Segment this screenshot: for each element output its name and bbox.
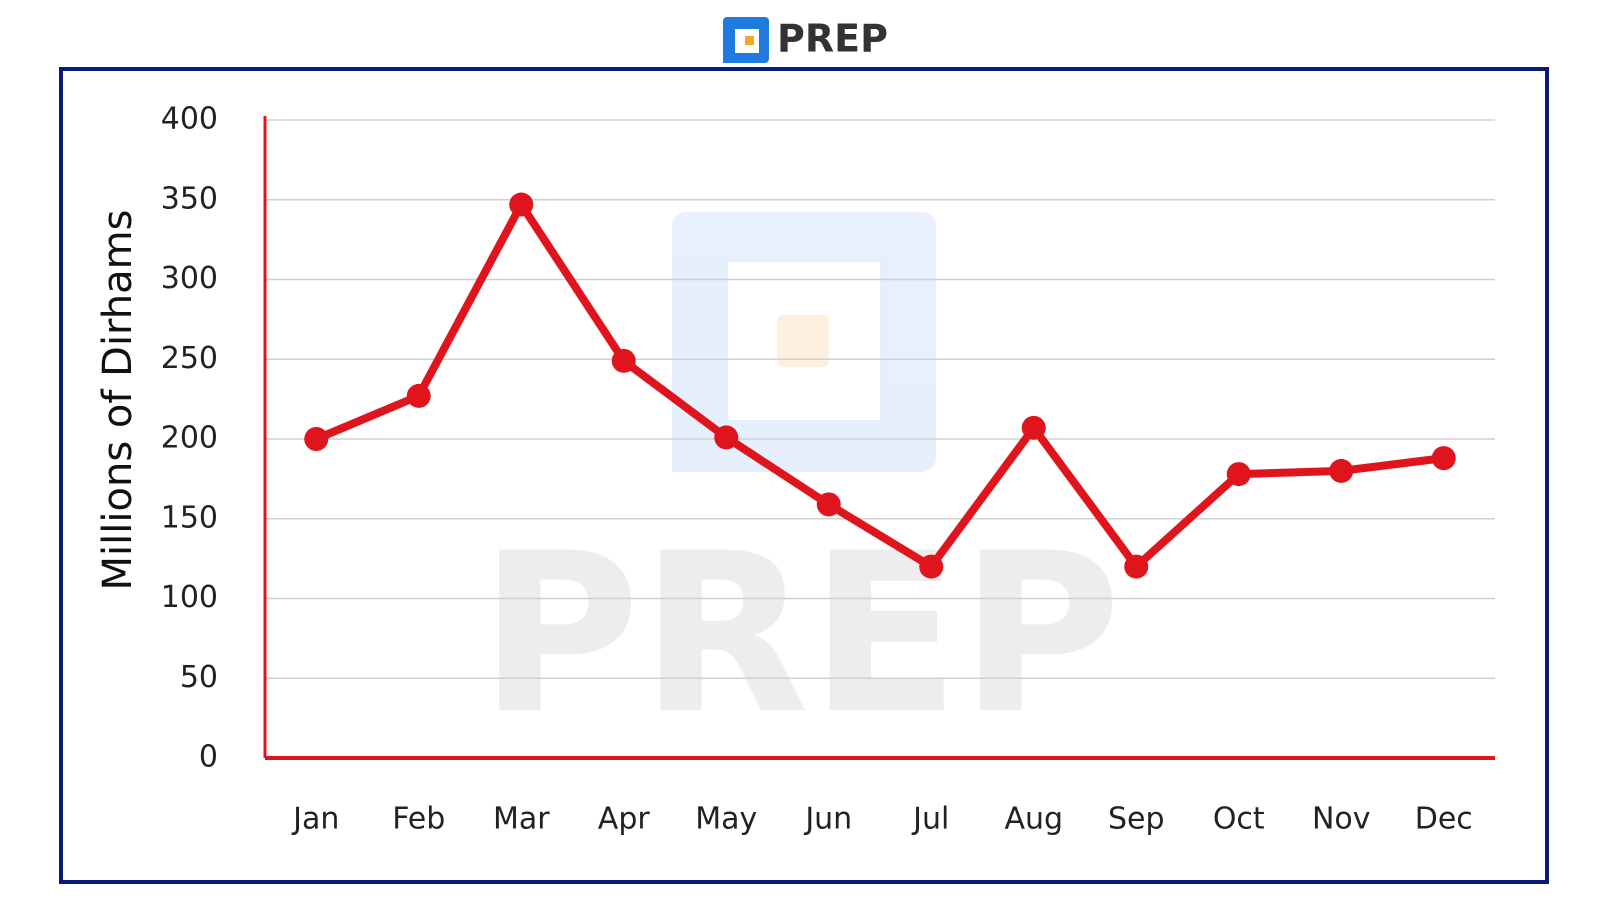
- x-tick-label: Sep: [1108, 802, 1165, 837]
- logo: PREP: [723, 17, 888, 63]
- x-tick-label: Jul: [911, 802, 949, 837]
- y-tick-label: 400: [161, 102, 218, 137]
- y-tick-label: 150: [161, 500, 218, 535]
- point: [1124, 554, 1149, 579]
- logo-icon-stem: [723, 38, 733, 63]
- y-tick-label: 100: [161, 580, 218, 615]
- y-tick-label: 50: [180, 660, 218, 695]
- x-tick-label: May: [695, 802, 757, 837]
- x-tick-label: Aug: [1004, 802, 1063, 837]
- plot: 0 50 100 150 200 250 300 350 400 Jan Feb Mar Apr May J…: [161, 102, 1495, 837]
- y-tick-label: 0: [199, 740, 218, 775]
- x-tick-label: Jan: [291, 802, 339, 837]
- point: [714, 425, 739, 450]
- point: [304, 427, 329, 451]
- point: [816, 492, 841, 517]
- point: [406, 383, 431, 408]
- point: [1329, 458, 1354, 483]
- x-tick-label: Mar: [493, 802, 550, 837]
- y-tick-label: 350: [161, 181, 218, 216]
- point: [919, 554, 944, 579]
- point: [509, 192, 534, 217]
- y-tick-label: 200: [161, 421, 218, 456]
- watermark: PREP: [479, 212, 1121, 762]
- point: [1226, 462, 1251, 487]
- watermark-icon-stem: [672, 315, 722, 472]
- line: [314, 200, 1445, 571]
- x-tick-label: Apr: [598, 802, 651, 837]
- watermark-icon-dot: [777, 315, 829, 367]
- point: [611, 348, 636, 373]
- x-tick-label: Feb: [392, 802, 445, 837]
- watermark-text: PREP: [479, 506, 1121, 762]
- point: [1431, 446, 1456, 471]
- logo-icon-dot: [745, 36, 754, 45]
- logo-text: PREP: [777, 17, 888, 61]
- x-tick-label: Jun: [803, 802, 852, 837]
- y-axis-label: Millions of Dirhams: [95, 210, 141, 591]
- y-tick-label: 300: [161, 261, 218, 296]
- x-tick-label: Nov: [1312, 802, 1371, 837]
- y-tick-label: 250: [161, 341, 218, 376]
- point: [1021, 415, 1046, 440]
- x-tick-label: Oct: [1213, 802, 1265, 837]
- x-tick-label: Dec: [1415, 802, 1473, 837]
